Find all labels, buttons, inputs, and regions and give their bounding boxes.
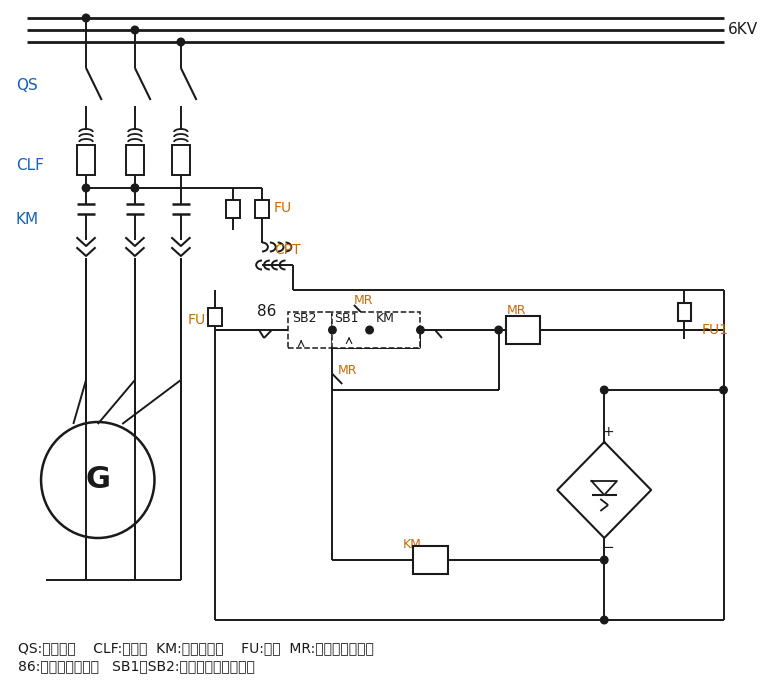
Text: 6KV: 6KV: [728, 23, 757, 37]
Circle shape: [82, 184, 90, 192]
Text: QS: QS: [16, 78, 37, 93]
Bar: [412, 546, 447, 574]
Circle shape: [177, 38, 185, 46]
Text: 86: 86: [257, 304, 276, 320]
Circle shape: [131, 26, 139, 34]
Circle shape: [41, 422, 154, 538]
Text: SB2: SB2: [292, 311, 317, 325]
Circle shape: [495, 326, 502, 334]
Text: KM: KM: [375, 311, 394, 325]
Circle shape: [366, 326, 374, 334]
Text: KM: KM: [403, 538, 422, 551]
Text: +: +: [603, 425, 614, 439]
Bar: [677, 303, 691, 321]
Circle shape: [82, 15, 90, 22]
Polygon shape: [591, 481, 617, 495]
Text: CLF: CLF: [16, 158, 43, 172]
Text: MR: MR: [354, 293, 374, 307]
Text: MR: MR: [507, 304, 526, 316]
Bar: [126, 145, 144, 175]
Bar: [209, 308, 222, 326]
Bar: [172, 145, 189, 175]
Circle shape: [600, 386, 608, 394]
Text: FU: FU: [274, 201, 292, 215]
Bar: [226, 200, 240, 218]
Text: MR: MR: [337, 363, 357, 376]
Circle shape: [329, 326, 336, 334]
Text: CPT: CPT: [274, 243, 301, 257]
Text: 86:保護出口繼電器   SB1、SB2:現場啟動、停止按鈕: 86:保護出口繼電器 SB1、SB2:現場啟動、停止按鈕: [18, 659, 254, 673]
Bar: [333, 312, 420, 348]
Circle shape: [131, 184, 139, 192]
Circle shape: [417, 326, 424, 334]
Text: G: G: [85, 466, 110, 495]
Text: KM: KM: [16, 212, 39, 228]
Text: QS:隔離開關    CLF:主保險  KM:真空接觸器    FU:保險  MR:啟動中間繼電器: QS:隔離開關 CLF:主保險 KM:真空接觸器 FU:保險 MR:啟動中間繼電…: [18, 641, 374, 655]
Circle shape: [720, 386, 728, 394]
Text: −: −: [602, 540, 615, 556]
Bar: [288, 312, 333, 348]
Circle shape: [600, 556, 608, 564]
Text: SB1: SB1: [334, 311, 359, 325]
Circle shape: [600, 616, 608, 623]
Text: FU1: FU1: [702, 323, 729, 337]
Bar: [255, 200, 269, 218]
Circle shape: [131, 184, 139, 192]
Bar: [77, 145, 95, 175]
Bar: [507, 316, 540, 344]
Text: FU1: FU1: [188, 313, 215, 327]
